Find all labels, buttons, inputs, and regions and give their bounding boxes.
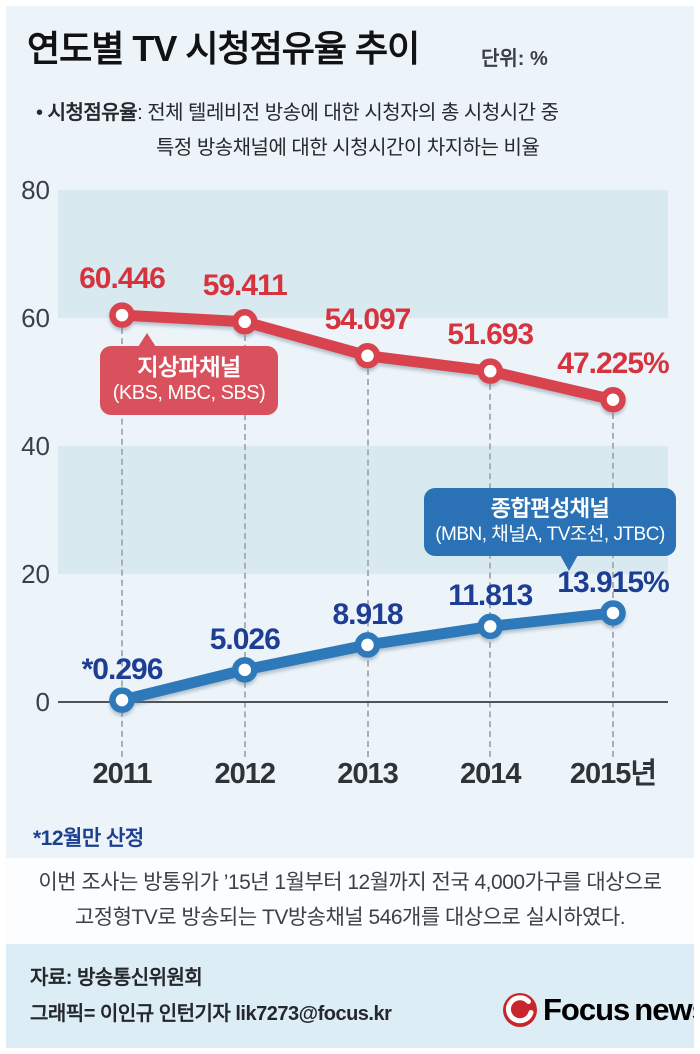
y-axis-tick-label: 80 (21, 175, 50, 205)
data-point-label: 60.446 (79, 262, 166, 296)
series-name: 지상파채널 (137, 354, 241, 380)
chart-lines-svg (109, 302, 626, 713)
data-point-marker (600, 600, 626, 626)
definition-text: : 전체 텔레비전 방송에 대한 시청자의 총 시청시간 중 (137, 102, 559, 124)
source-credit: 자료: 방송통신위원회 (30, 967, 203, 989)
data-point-label: 13.915% (557, 565, 669, 599)
dropline-dashed (121, 328, 123, 757)
unit-label: 단위: % (481, 48, 548, 70)
data-point-label: 54.097 (324, 302, 412, 336)
data-point-marker (477, 358, 503, 384)
x-axis-category-label: 2015년 (569, 758, 657, 790)
logo-text-news: news (634, 992, 700, 1027)
data-point-marker (354, 343, 381, 369)
note-section-background (0, 858, 700, 945)
y-axis-tick-label: 0 (35, 687, 50, 717)
note-line-1: 이번 조사는 방통위가 ’15년 1월부터 12월까지 전국 4,000가구를 … (38, 871, 662, 894)
definition-bullet: • (36, 102, 43, 124)
callout-pointer-up-icon (138, 333, 156, 347)
graphic-credit: 그래픽= 이인규 인턴기자 lik7273@focus.kr (30, 1003, 392, 1025)
data-point-label: *0.296 (81, 653, 164, 687)
focus-news-logo-icon (503, 993, 537, 1027)
data-point-label: 11.813 (448, 579, 533, 613)
data-point-marker (109, 302, 135, 328)
data-point-label: 47.225% (557, 346, 669, 380)
data-point-label: 59.411 (202, 268, 288, 302)
page-title: 연도별 TV 시청점유율 추이 (27, 28, 420, 69)
legend-callout-terrestrial: 지상파채널 (KBS, MBC, SBS) (100, 333, 278, 415)
data-point-marker (232, 309, 258, 335)
data-point-marker (600, 387, 626, 413)
series-name: 종합편성채널 (490, 496, 610, 521)
series-line-0 (109, 302, 626, 413)
data-point-marker (232, 657, 258, 683)
dropline-dashed (243, 334, 246, 757)
definition-term: 시청점유율 (47, 102, 138, 124)
y-axis-tick-label: 20 (21, 559, 50, 589)
data-point-label: 51.693 (447, 318, 534, 352)
data-point-label: 8.918 (332, 597, 403, 631)
footer-section-background (0, 944, 700, 1048)
y-axis-tick-label: 40 (21, 431, 50, 461)
x-axis-category-label: 2013 (337, 758, 399, 790)
legend-callout-general-programming: 종합편성채널 (MBN, 채널A, TV조선, JTBC) (424, 488, 676, 571)
focus-news-logo: Focus news (502, 992, 700, 1028)
x-axis-line (58, 701, 668, 703)
note-line-2: 고정형TV로 방송되는 TV방송채널 546개를 대상으로 실시하였다. (74, 906, 626, 929)
definition-line-2: 특정 방송채널에 대한 시청시간이 차지하는 비율 (156, 137, 540, 159)
series-sublabel: (MBN, 채널A, TV조선, JTBC) (435, 524, 665, 545)
data-point-label: 5.026 (209, 622, 281, 656)
footnote-december-only: *12월만 산정 (33, 827, 144, 850)
dropline-dashed (612, 412, 614, 757)
dropline-dashed (489, 384, 492, 757)
logo-text-focus: Focus (543, 992, 630, 1027)
callout-pointer-down-icon (560, 555, 578, 571)
data-point-marker (354, 632, 381, 658)
series-line-1 (109, 600, 626, 713)
dropline-dashed (366, 368, 369, 757)
data-point-marker (477, 613, 503, 640)
x-axis-category-label: 2011 (92, 758, 153, 790)
x-axis-category-label: 2012 (214, 758, 276, 790)
x-axis-category-label: 2014 (459, 758, 522, 790)
note-section: 이번 조사는 방통위가 ’15년 1월부터 12월까지 전국 4,000가구를 … (0, 858, 700, 945)
y-axis-tick-label: 60 (21, 303, 50, 333)
chart-band (58, 190, 668, 318)
footer-section: 자료: 방송통신위원회 그래픽= 이인규 인턴기자 lik7273@focus.… (0, 944, 700, 1048)
definition-line-1: • 시청점유율: 전체 텔레비전 방송에 대한 시청자의 총 시청시간 중 (36, 96, 559, 125)
data-point-marker (109, 687, 135, 713)
series-sublabel: (KBS, MBC, SBS) (112, 382, 266, 404)
